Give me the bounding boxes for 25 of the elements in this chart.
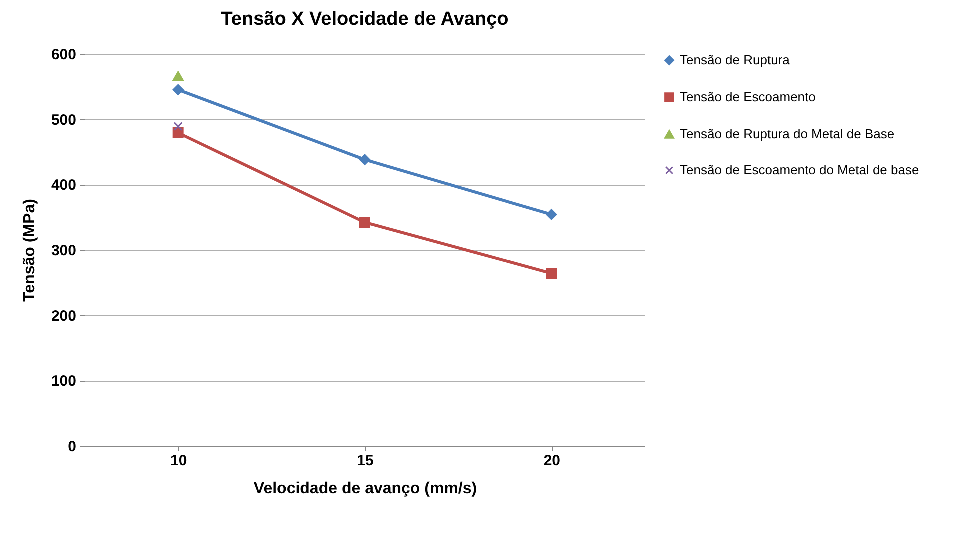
- legend-label: Tensão de Escoamento do Metal de base: [680, 162, 920, 178]
- y-tick-label: 400: [51, 177, 76, 194]
- legend-label: Tensão de Ruptura do Metal de Base: [680, 126, 895, 142]
- legend-label: Tensão de Ruptura: [680, 52, 791, 68]
- point: [546, 268, 558, 280]
- point: [172, 71, 184, 82]
- x-axis-title: Velocidade de avanço (mm/s): [254, 480, 478, 498]
- y-tick-label: 100: [51, 373, 76, 390]
- point: [174, 122, 183, 132]
- y-tick-label: 0: [68, 438, 76, 456]
- point: [546, 209, 558, 220]
- point: [172, 128, 184, 139]
- y-tick-label: 600: [51, 46, 76, 64]
- x-tick-label: 10: [170, 452, 188, 470]
- y-tick-label: 300: [51, 242, 76, 260]
- y-tick-label: 200: [51, 308, 76, 325]
- chart-title: Tensão X Velocidade de Avanço: [221, 9, 509, 30]
- point: [360, 217, 370, 228]
- point: [360, 154, 370, 166]
- y-tick-label: 500: [51, 112, 76, 129]
- y-axis-title: Tensão (MPa): [21, 199, 38, 302]
- point: [172, 84, 184, 96]
- x-tick-label: 15: [357, 452, 374, 470]
- x-tick-label: 20: [544, 452, 561, 470]
- legend-label: Tensão de Escoamento: [680, 90, 816, 104]
